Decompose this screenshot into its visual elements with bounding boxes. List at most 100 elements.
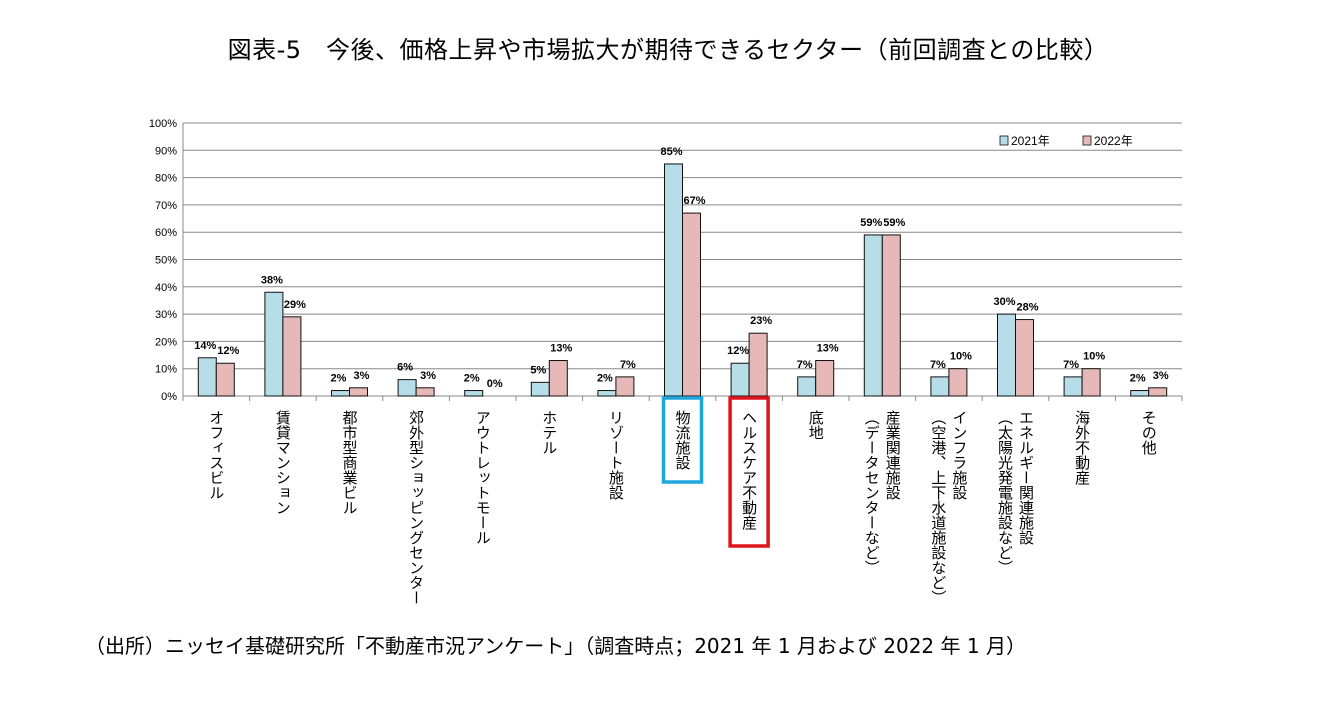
category-label: エネルギー関連施設 xyxy=(1017,410,1035,545)
category-label: 賃貸マンション xyxy=(274,410,292,515)
category-label: アウトレットモール xyxy=(474,410,492,545)
y-tick-label: 70% xyxy=(155,200,177,212)
data-label: 29% xyxy=(284,299,306,311)
data-label: 23% xyxy=(750,315,772,327)
category-label: 産業関連施設 xyxy=(884,410,902,500)
data-label: 14% xyxy=(194,340,216,352)
bar xyxy=(548,360,568,397)
category-label: 都市型商業ビル xyxy=(341,410,359,515)
bar xyxy=(1148,387,1168,397)
category-label: リゾート施設 xyxy=(607,410,625,500)
bar xyxy=(930,376,950,397)
legend-label: 2021年 xyxy=(1011,134,1050,148)
category-label: 底地 xyxy=(807,410,825,440)
bar xyxy=(215,362,235,397)
data-label: 67% xyxy=(683,195,705,207)
bar xyxy=(530,381,550,397)
bar xyxy=(597,390,617,397)
y-tick-label: 30% xyxy=(155,309,177,321)
bar xyxy=(331,390,350,397)
data-label: 59% xyxy=(883,217,905,229)
category-label: （データセンターなど） xyxy=(863,410,881,575)
legend-swatch xyxy=(999,135,1009,146)
data-label: 12% xyxy=(727,345,749,357)
category-labels: オフィスビル 賃貸マンション 都市型商業ビル 郊外型ショッピングセンター アウトレットモ… xyxy=(207,410,1157,605)
highlight-boxes xyxy=(661,396,770,548)
highlight-box xyxy=(728,396,770,548)
data-label: 3% xyxy=(354,370,370,382)
bar xyxy=(1130,390,1150,397)
bar xyxy=(748,332,768,397)
data-label: 5% xyxy=(530,364,546,376)
chart-title: 図表-5 今後、価格上昇や市場拡大が期待できるセクター（前回調査との比較） xyxy=(227,36,1109,64)
data-label: 10% xyxy=(950,351,972,363)
bar xyxy=(797,376,817,397)
data-labels: 14% 38% 2% 6% 2% 5% 2% 85% 12% 7% 59% 7% 30% 7% 2% 12% 2… xyxy=(194,146,1169,390)
data-label: 3% xyxy=(1153,370,1169,382)
bar xyxy=(682,212,701,397)
category-label: オフィスビル xyxy=(207,410,225,500)
bar xyxy=(730,362,750,397)
data-label: 2% xyxy=(597,373,613,385)
category-label: （太陽光発電施設など） xyxy=(996,410,1014,575)
y-axis: 0% 10% 20% 30% 40% 50% 60% 70% 80% 90% 100% xyxy=(149,118,1183,403)
category-label: 物流施設 xyxy=(674,410,692,470)
bar xyxy=(1081,368,1101,397)
category-label: インフラ施設 xyxy=(950,410,968,500)
data-label: 7% xyxy=(797,359,813,371)
y-tick-label: 90% xyxy=(155,145,177,157)
category-label: （空港、上下水道施設など） xyxy=(929,410,947,605)
data-label: 30% xyxy=(993,296,1015,308)
data-label: 7% xyxy=(620,359,636,371)
bar xyxy=(415,387,435,397)
data-label: 2% xyxy=(1130,373,1146,385)
bar xyxy=(881,234,901,397)
bar xyxy=(464,390,484,397)
legend-label: 2022年 xyxy=(1094,134,1133,148)
y-tick-label: 0% xyxy=(161,391,177,403)
data-label: 2% xyxy=(331,373,347,385)
category-label: 海外不動産 xyxy=(1073,410,1091,486)
data-label: 13% xyxy=(550,343,572,355)
data-label: 3% xyxy=(420,370,436,382)
y-tick-label: 20% xyxy=(155,336,177,348)
data-label: 2% xyxy=(464,373,480,385)
legend: 2021年 2022年 xyxy=(999,134,1133,148)
bar-chart: 0% 10% 20% 30% 40% 50% 60% 70% 80% 90% 100% 14% 38%… xyxy=(149,118,1183,605)
category-label: 郊外型ショッピングセンター xyxy=(407,410,425,605)
data-label: 59% xyxy=(860,217,882,229)
data-label: 0% xyxy=(487,378,503,390)
category-label: その他 xyxy=(1140,410,1158,456)
bar xyxy=(197,357,217,397)
bar xyxy=(615,376,635,397)
y-tick-label: 80% xyxy=(155,173,177,185)
bar xyxy=(349,387,368,397)
y-tick-label: 10% xyxy=(155,364,177,376)
bar xyxy=(997,313,1016,397)
category-label: ホテル xyxy=(540,410,558,455)
data-label: 7% xyxy=(930,359,946,371)
data-label: 12% xyxy=(217,345,239,357)
bar xyxy=(1063,376,1083,397)
bar xyxy=(863,234,883,397)
data-label: 10% xyxy=(1083,351,1105,363)
bar xyxy=(282,316,302,397)
bar xyxy=(264,291,284,397)
y-tick-label: 60% xyxy=(155,227,177,239)
data-label: 6% xyxy=(397,362,413,374)
bar xyxy=(1015,319,1034,397)
y-tick-label: 100% xyxy=(149,118,177,130)
source-note: （出所）ニッセイ基礎研究所「不動産市況アンケート」（調査時点；2021 年 1 … xyxy=(85,634,1026,658)
bar xyxy=(397,379,417,397)
data-label: 85% xyxy=(660,146,682,158)
data-label: 7% xyxy=(1063,359,1079,371)
data-label: 28% xyxy=(1016,302,1038,314)
y-tick-label: 40% xyxy=(155,282,177,294)
bar xyxy=(664,163,683,397)
bars xyxy=(197,163,1168,397)
data-label: 13% xyxy=(817,343,839,355)
y-tick-label: 50% xyxy=(155,255,177,267)
data-label: 38% xyxy=(261,274,283,286)
bar xyxy=(948,368,968,397)
category-label: ヘルスケア不動産 xyxy=(740,410,758,531)
